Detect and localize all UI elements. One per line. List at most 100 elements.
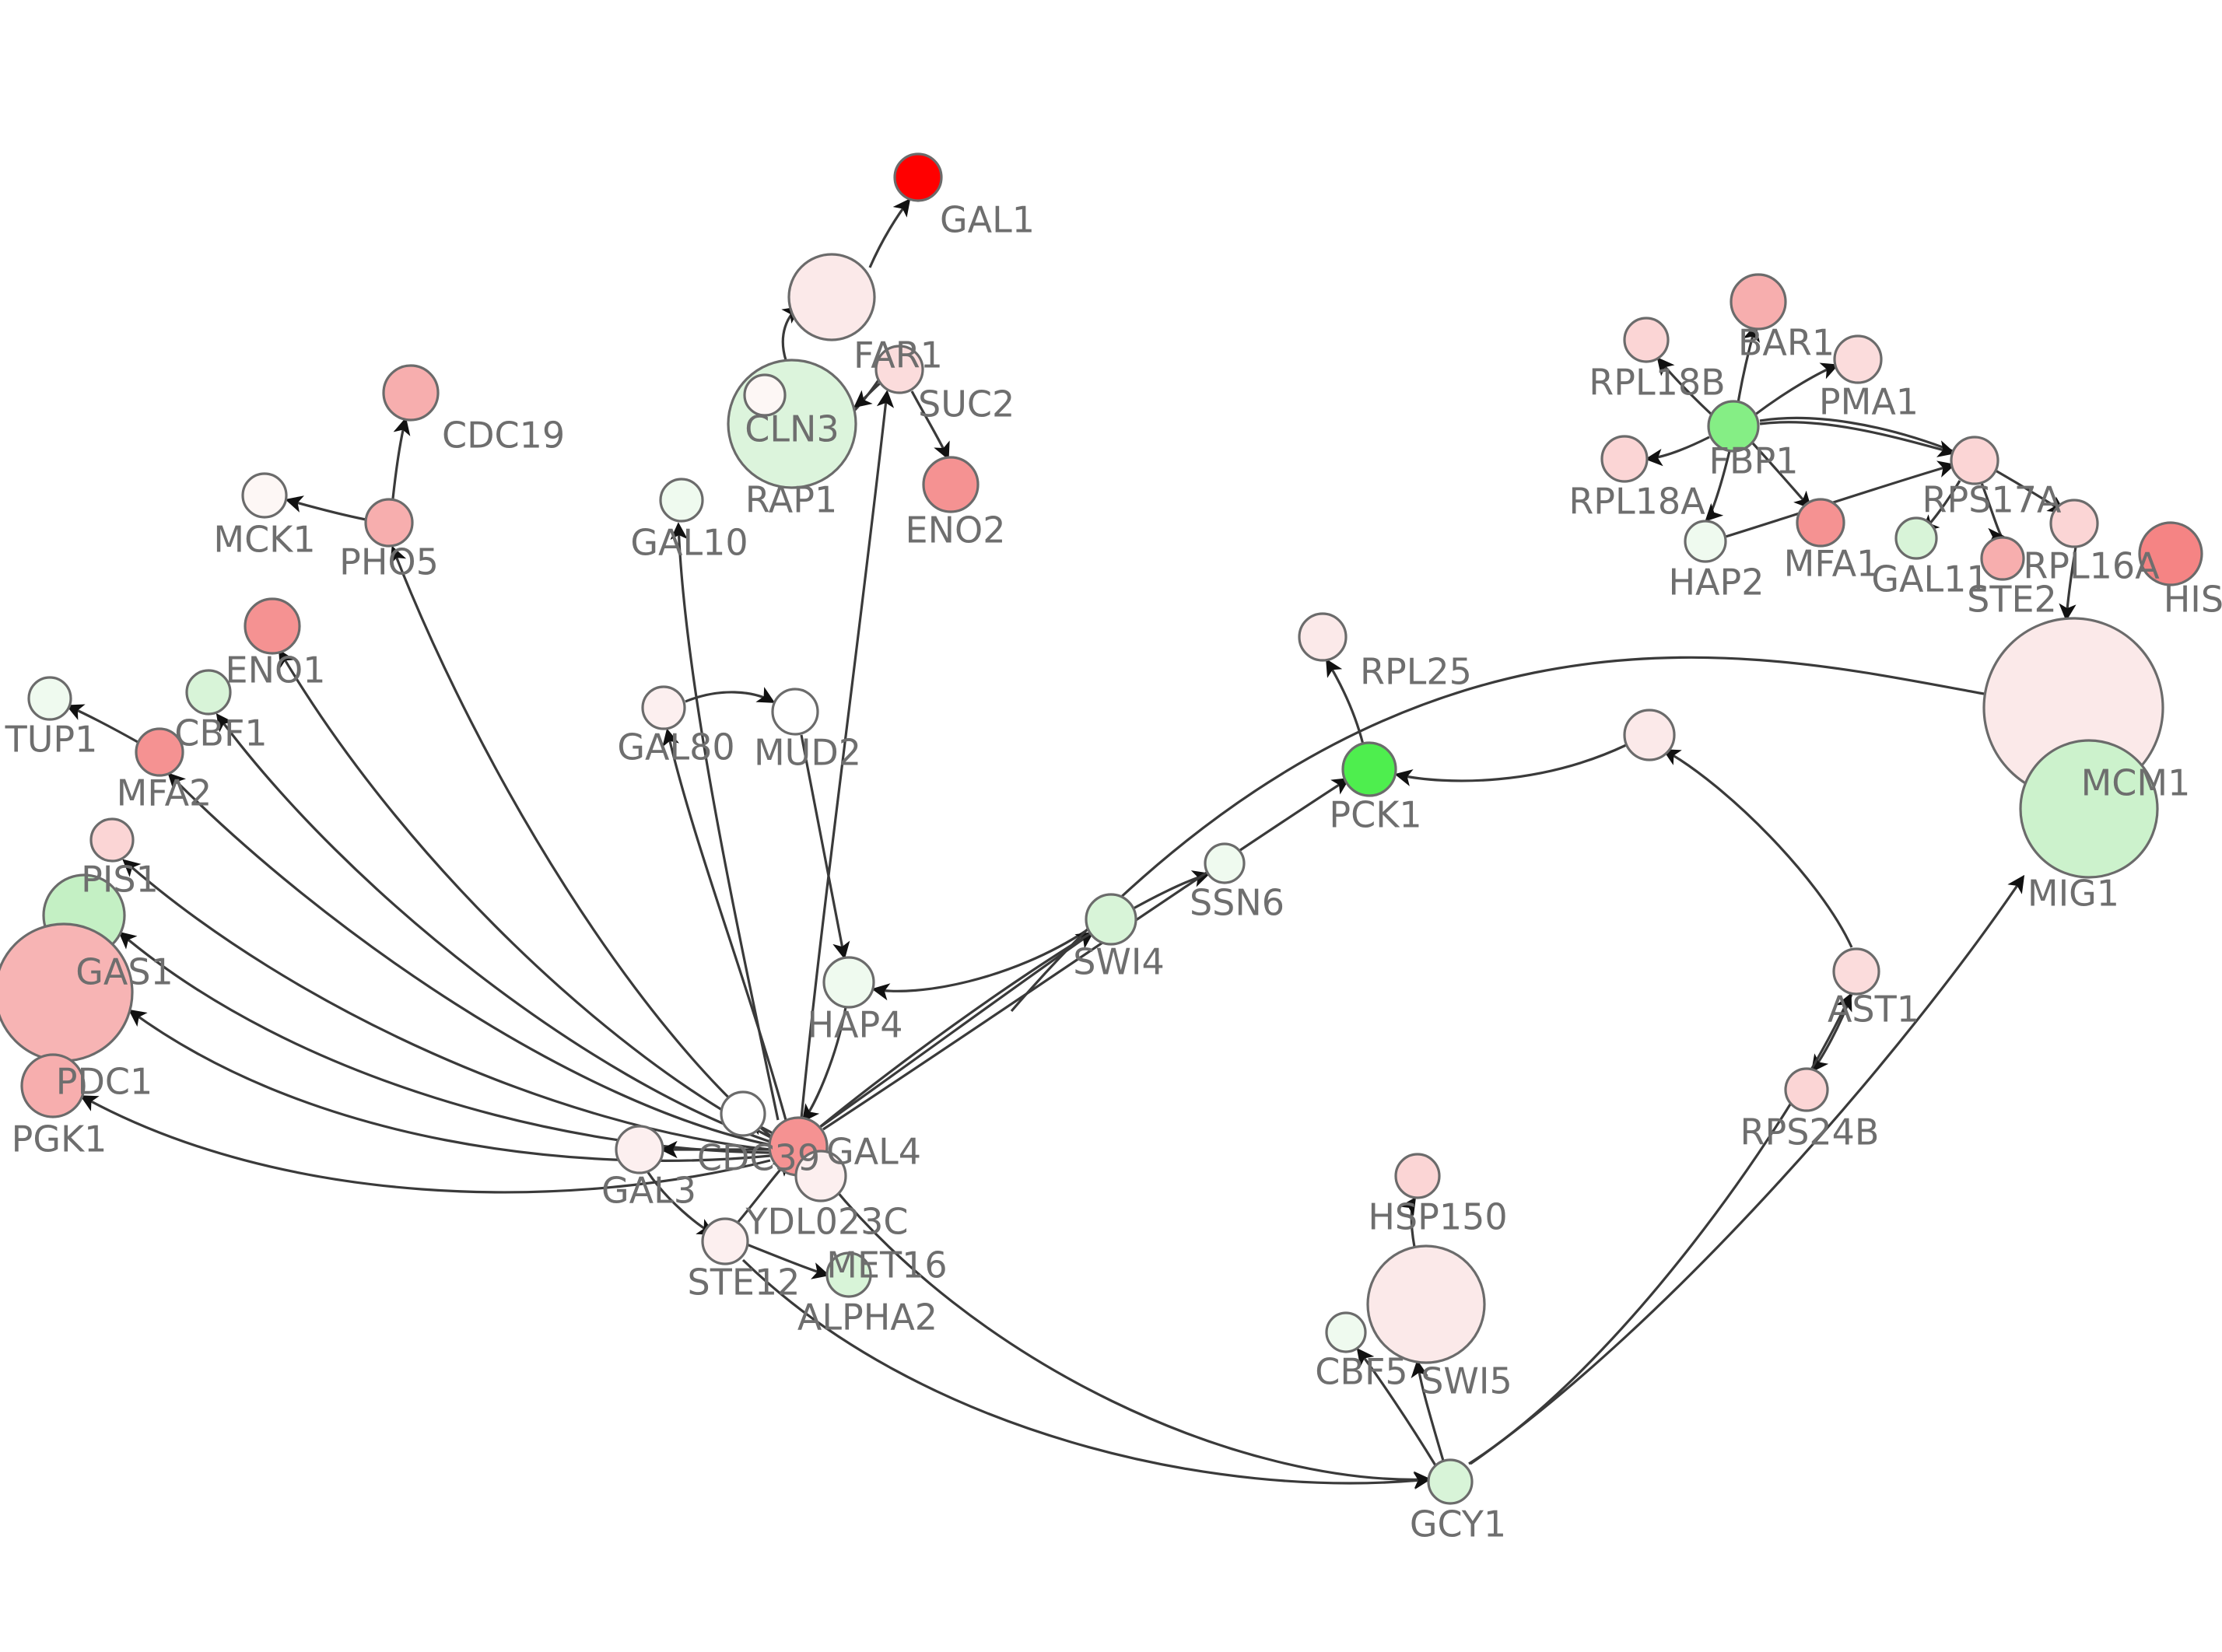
- node-rps24b[interactable]: [1784, 1067, 1829, 1112]
- node-gal80[interactable]: [641, 685, 686, 730]
- node-label-mck1: MCK1: [213, 519, 315, 561]
- edge-far1-to-gal1: [868, 198, 911, 268]
- node-label-rpl16a: RPL16A: [2023, 545, 2160, 587]
- node-ste12[interactable]: [701, 1217, 749, 1265]
- node-ast1[interactable]: [1832, 947, 1880, 996]
- node-mfa2[interactable]: [135, 727, 184, 777]
- node-unnamed1[interactable]: [1623, 709, 1676, 761]
- node-label-pck1: PCK1: [1329, 794, 1421, 836]
- node-rpl16a[interactable]: [2049, 499, 2099, 548]
- node-eno2[interactable]: [922, 456, 980, 513]
- node-cdc19[interactable]: [382, 364, 440, 422]
- node-rpl18a[interactable]: [1600, 435, 1649, 483]
- edge-gal4-to-gcy1: [815, 1166, 1432, 1489]
- node-ydl023c[interactable]: [794, 1150, 847, 1202]
- node-rap1[interactable]: [743, 373, 787, 417]
- node-rpl18b[interactable]: [1623, 317, 1670, 363]
- node-tup1[interactable]: [27, 676, 72, 721]
- node-label-his4: HIS4: [2164, 579, 2222, 621]
- node-far1[interactable]: [787, 253, 876, 341]
- node-ste2[interactable]: [1980, 536, 2025, 581]
- edge-pck1-to-rpl25: [1326, 658, 1365, 745]
- node-gal1[interactable]: [893, 152, 943, 202]
- node-rps17a[interactable]: [1950, 436, 1999, 485]
- node-swi5[interactable]: [1366, 1244, 1486, 1364]
- node-label-cln3: CLN3: [745, 408, 839, 450]
- edge-ste12-to-alpha2: [746, 1243, 830, 1279]
- node-label-pma1: PMA1: [1819, 381, 1919, 423]
- edge-fbp1-to-bar1: [1737, 324, 1761, 404]
- edge-gal4-to-gal80: [662, 728, 787, 1121]
- node-label-mfa2: MFA2: [117, 772, 212, 814]
- node-label-gal10: GAL10: [630, 522, 748, 564]
- node-pma1[interactable]: [1833, 334, 1883, 384]
- node-gal10[interactable]: [659, 478, 704, 523]
- node-label-ste2: STE2: [1967, 579, 2057, 621]
- edge-hap2-to-rps17a: [1725, 460, 1956, 538]
- node-label-mig1: MIG1: [2027, 873, 2119, 915]
- edge-swi4-to-hap4: [871, 929, 1088, 1001]
- edge-swi5-to-hsp150: [1399, 1196, 1417, 1248]
- node-mfa1[interactable]: [1796, 498, 1845, 548]
- edge-rps17a-to-fbp1: [1759, 416, 1954, 453]
- node-cdc39[interactable]: [720, 1090, 766, 1137]
- node-label-pis1: PIS1: [81, 859, 159, 901]
- node-gal11[interactable]: [1894, 516, 1938, 560]
- node-gal3[interactable]: [615, 1125, 664, 1174]
- node-cbf1[interactable]: [185, 669, 232, 716]
- node-label-ast1: AST1: [1828, 989, 1919, 1031]
- node-suc2[interactable]: [874, 345, 924, 394]
- edge-mfa2-to-tup1: [65, 704, 138, 744]
- node-pis1[interactable]: [89, 817, 135, 863]
- node-label-cbf5: CBF5: [1315, 1351, 1407, 1393]
- edge-fbp1-to-rpl18b: [1656, 357, 1713, 416]
- edge-fbp1-to-rps17a: [1759, 421, 1956, 457]
- node-label-bar1: BAR1: [1738, 322, 1835, 364]
- edge-gal4-to-pdc1: [128, 1009, 771, 1162]
- node-hap2[interactable]: [1684, 520, 1727, 563]
- node-label-gal4: GAL4: [826, 1131, 921, 1173]
- edge-gcy1-to-swi5: [1411, 1360, 1445, 1461]
- edge-suc2-to-eno2: [910, 390, 950, 460]
- edge-gal4-to-ssn6: [819, 870, 1211, 1128]
- node-bar1[interactable]: [1730, 273, 1787, 331]
- edge-gal4-to-pho5: [390, 545, 773, 1139]
- edge-gal4-to-pgk1: [79, 1095, 771, 1194]
- node-pck1[interactable]: [1341, 741, 1397, 797]
- node-label-rps17a: RPS17A: [1922, 479, 2062, 521]
- node-label-rpl25: RPL25: [1360, 651, 1472, 693]
- node-label-hap4: HAP4: [807, 1004, 902, 1046]
- node-label-cdc39: CDC39: [697, 1137, 820, 1179]
- node-label-fbp1: FBP1: [1709, 440, 1798, 482]
- node-cbf5[interactable]: [1325, 1311, 1367, 1353]
- node-hsp150[interactable]: [1394, 1153, 1441, 1199]
- edge-unnamed1-to-pck1: [1394, 744, 1627, 786]
- node-rpl25[interactable]: [1298, 612, 1348, 662]
- node-mud2[interactable]: [771, 688, 819, 736]
- node-swi4[interactable]: [1085, 893, 1137, 946]
- edge-suc2-to-cln3: [853, 381, 882, 408]
- node-ssn6[interactable]: [1204, 842, 1246, 884]
- node-fbp1[interactable]: [1707, 400, 1760, 453]
- node-label-swi5: SWI5: [1421, 1360, 1512, 1402]
- node-gcy1[interactable]: [1427, 1458, 1474, 1505]
- node-label-ssn6: SSN6: [1190, 882, 1284, 924]
- node-pgk1[interactable]: [20, 1053, 86, 1118]
- edge-gcy1-to-mig1: [1470, 874, 2025, 1465]
- node-hap4[interactable]: [822, 956, 875, 1009]
- edge-ast1-to-unnamed1: [1662, 749, 1853, 948]
- edge-gal4-to-gas1: [118, 931, 771, 1154]
- node-label-swi4: SWI4: [1073, 941, 1165, 983]
- node-mck1[interactable]: [241, 472, 288, 519]
- node-label-rpl18b: RPL18B: [1589, 362, 1725, 404]
- node-alpha2[interactable]: [825, 1251, 872, 1298]
- node-his4[interactable]: [2138, 521, 2203, 586]
- edge-gal4-to-pck1: [822, 777, 1351, 1131]
- node-label-suc2: SUC2: [918, 383, 1015, 425]
- node-label-gal3: GAL3: [601, 1170, 696, 1212]
- node-pho5[interactable]: [364, 498, 414, 548]
- node-mig1[interactable]: [2019, 739, 2159, 879]
- node-eno1[interactable]: [244, 597, 301, 655]
- node-label-pgk1: PGK1: [12, 1118, 107, 1160]
